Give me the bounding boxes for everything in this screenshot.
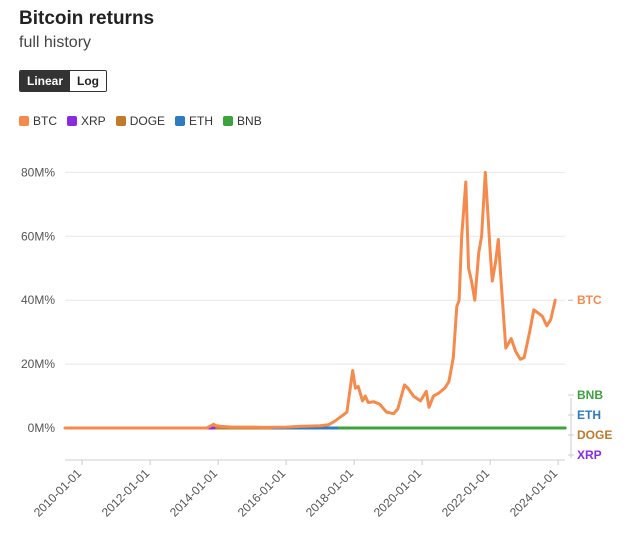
end-label-btc: BTC [577,293,602,307]
legend-swatch-doge [115,116,126,126]
legend-swatch-eth [175,116,186,126]
y-tick-label: 20M% [21,357,55,371]
log-scale-button[interactable]: Log [70,71,107,91]
legend-item-xrp[interactable]: XRP [67,114,106,128]
x-tick-label: 2020-01-01 [371,466,425,520]
x-tick-label: 2022-01-01 [439,466,493,520]
y-tick-label: 60M% [21,229,55,243]
y-tick-label: 40M% [21,293,55,307]
linear-scale-button[interactable]: Linear [20,71,71,91]
end-label-bnb: BNB [577,388,603,402]
end-label-eth: ETH [577,408,601,422]
end-label-doge: DOGE [577,428,612,442]
x-tick-label: 2010-01-01 [31,466,85,520]
legend-swatch-btc [19,116,29,126]
legend-label-btc: BTC [33,114,57,128]
legend-label-bnb: BNB [237,114,262,128]
legend-item-doge[interactable]: DOGE [115,114,166,128]
x-tick-label: 2012-01-01 [99,466,153,520]
chart-subtitle: full history [19,34,92,51]
y-tick-label: 80M% [21,165,55,179]
legend: BTC XRP DOGE ETH BNB [19,114,262,128]
y-tick-label: 0M% [28,421,56,435]
legend-swatch-xrp [67,116,77,126]
legend-swatch-bnb [223,116,234,126]
legend-label-eth: ETH [189,114,214,128]
legend-item-bnb[interactable]: BNB [223,114,262,128]
legend-item-eth[interactable]: ETH [175,114,213,128]
legend-label-xrp: XRP [81,114,106,128]
legend-item-btc[interactable]: BTC [19,114,57,128]
x-tick-label: 2024-01-01 [507,466,561,520]
series-line-btc [63,170,557,430]
x-tick-label: 2014-01-01 [167,466,221,520]
legend-label-doge: DOGE [129,114,166,128]
x-tick-label: 2018-01-01 [303,466,357,520]
chart-title: Bitcoin returns [19,8,155,29]
scale-toggle: Linear Log [19,70,108,92]
x-tick-label: 2016-01-01 [235,466,289,520]
end-label-xrp: XRP [577,448,602,462]
